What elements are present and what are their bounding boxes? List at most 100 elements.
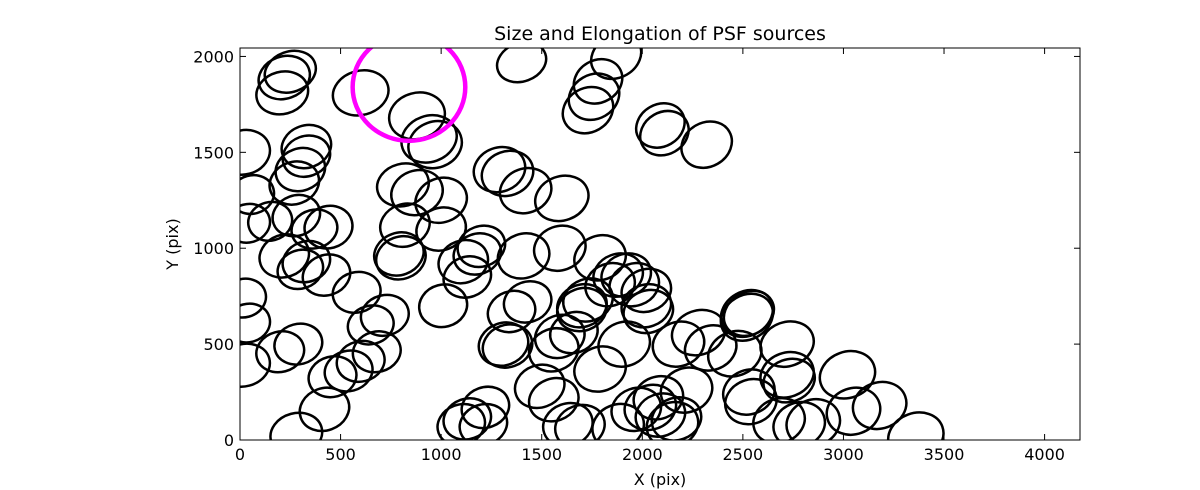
psf-source-ellipse xyxy=(759,320,815,369)
psf-source-ellipse xyxy=(268,160,321,206)
psf-source-ellipse xyxy=(496,232,551,280)
psf-source-ellipse xyxy=(608,261,661,308)
psf-source-ellipse xyxy=(437,238,490,285)
psf-source-ellipse xyxy=(759,350,815,399)
psf-source-ellipse xyxy=(785,397,842,440)
psf-source-ellipse xyxy=(772,400,827,440)
psf-source-ellipse xyxy=(851,380,908,431)
highlighted-source-circle xyxy=(350,48,468,144)
y-axis-label: Y (pix) xyxy=(163,218,182,270)
psf-source-ellipse xyxy=(548,310,599,355)
psf-source-ellipse xyxy=(670,308,727,357)
psf-source-ellipse xyxy=(335,339,386,384)
psf-source-ellipse xyxy=(572,57,624,105)
psf-source-ellipse xyxy=(481,323,534,369)
psf-source-ellipse xyxy=(541,401,594,440)
psf-source-ellipse xyxy=(477,321,530,367)
psf-source-ellipse xyxy=(532,224,587,273)
psf-source-ellipse xyxy=(436,402,487,440)
x-axis-label: X (pix) xyxy=(634,470,687,489)
psf-source-ellipse xyxy=(651,320,706,368)
psf-source-ellipse xyxy=(240,128,272,176)
psf-source-ellipse xyxy=(480,149,535,198)
psf-source-ellipse xyxy=(622,288,675,335)
psf-source-ellipse xyxy=(527,376,580,423)
x-tick-label: 1500 xyxy=(521,445,562,464)
psf-source-ellipse xyxy=(634,102,686,149)
psf-source-ellipse xyxy=(240,277,268,319)
psf-source-ellipse xyxy=(458,402,509,440)
psf-source-ellipse xyxy=(623,383,678,432)
y-tick-label: 1000 xyxy=(193,239,234,258)
x-tick-label: 3000 xyxy=(823,445,864,464)
psf-source-ellipse xyxy=(240,173,276,216)
psf-source-ellipse xyxy=(553,403,606,440)
plot-frame xyxy=(239,47,1081,441)
psf-source-ellipse xyxy=(255,330,306,374)
x-tick-label: 1000 xyxy=(421,445,462,464)
psf-source-ellipse xyxy=(274,146,327,193)
psf-source-ellipse xyxy=(375,162,431,208)
psf-source-ellipse xyxy=(378,202,431,249)
psf-source-ellipse xyxy=(683,324,738,372)
psf-source-ellipse xyxy=(359,293,410,338)
psf-source-ellipse xyxy=(442,397,493,440)
psf-source-ellipse xyxy=(573,345,628,393)
psf-source-ellipse xyxy=(307,355,358,399)
psf-source-ellipse xyxy=(567,72,621,122)
psf-source-ellipse xyxy=(240,342,272,388)
psf-source-ellipse xyxy=(762,357,816,404)
y-tick-label: 1500 xyxy=(193,143,234,162)
psf-source-ellipse xyxy=(502,280,553,324)
psf-source-ellipse xyxy=(246,200,294,243)
psf-source-ellipse xyxy=(417,283,469,329)
psf-source-ellipse xyxy=(486,289,537,334)
psf-source-ellipse xyxy=(298,386,351,433)
psf-source-ellipse xyxy=(323,349,374,393)
psf-source-ellipse xyxy=(680,120,734,170)
psf-source-ellipse xyxy=(584,261,637,308)
psf-source-ellipse xyxy=(472,145,527,194)
psf-source-ellipse xyxy=(407,119,464,170)
psf-source-ellipse xyxy=(273,322,324,366)
chart-title: Size and Elongation of PSF sources xyxy=(494,23,826,45)
psf-source-ellipse xyxy=(269,411,324,440)
psf-source-ellipse xyxy=(533,174,590,223)
axes: 0 500 1000 1500 2000 2500 3000 3500 4000 0 500 1000… xyxy=(193,47,1081,464)
psf-source-ellipse xyxy=(573,233,628,282)
psf-source-ellipse xyxy=(825,386,882,437)
y-tick-label: 2000 xyxy=(193,47,234,66)
psf-source-ellipse xyxy=(752,396,807,440)
y-tick-label: 0 xyxy=(224,431,234,450)
psf-source-ellipse xyxy=(818,349,877,400)
psf-source-ellipse xyxy=(723,377,778,426)
psf-source-ellipse xyxy=(650,396,703,440)
psf-source-ellipse xyxy=(495,48,548,84)
psf-source-ellipse xyxy=(255,70,310,116)
psf-source-ellipse xyxy=(533,313,586,360)
psf-source-ellipse xyxy=(589,48,643,81)
psf-source-ellipse xyxy=(263,49,318,94)
psf-source-ellipse xyxy=(634,392,687,438)
psf-source-ellipse xyxy=(561,85,615,135)
psf-source-ellipse xyxy=(513,363,566,410)
psf-source-ellipse xyxy=(240,302,272,344)
x-tick-label: 3500 xyxy=(924,445,965,464)
psf-source-ellipse xyxy=(638,109,690,157)
x-tick-label: 2000 xyxy=(622,445,663,464)
psf-source-ellipse xyxy=(303,204,354,250)
psf-source-ellipse xyxy=(498,166,553,215)
x-tick-label: 0 xyxy=(235,445,245,464)
psf-source-ellipse xyxy=(645,400,700,440)
x-tick-label: 500 xyxy=(325,445,356,464)
y-tick-label: 500 xyxy=(203,335,234,354)
x-tick-label: 2500 xyxy=(723,445,764,464)
x-tick-label: 4000 xyxy=(1024,445,1065,464)
psf-source-ellipse xyxy=(887,411,945,440)
psf-source-ellipse xyxy=(527,327,580,373)
psf-source-ellipse xyxy=(374,234,427,281)
psf-source-ellipse xyxy=(240,202,272,244)
psf-source-ellipse xyxy=(258,233,311,279)
